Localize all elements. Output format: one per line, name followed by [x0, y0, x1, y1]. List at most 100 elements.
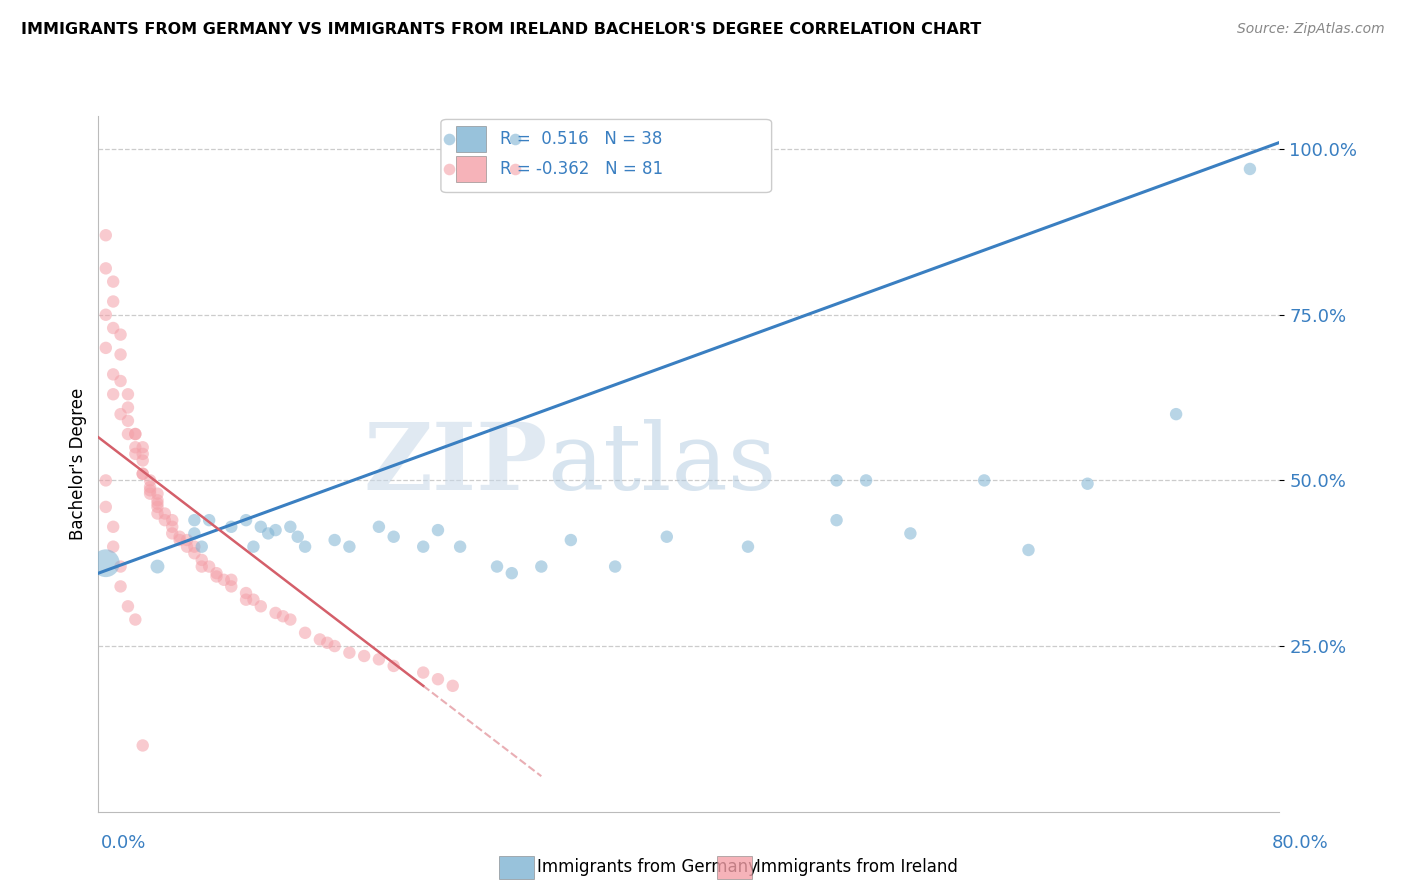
Point [264, 606, 287, 620]
Point [250, 599, 273, 614]
Point [169, 533, 191, 547]
Point [94, 556, 117, 570]
Point [198, 513, 221, 527]
Point [103, 294, 125, 309]
Point [219, 520, 242, 534]
Point [609, 193, 631, 207]
Y-axis label: Bachelor's Degree: Bachelor's Degree [69, 388, 87, 540]
Point [117, 599, 139, 614]
Point [94, 341, 117, 355]
Point [560, 533, 582, 547]
Text: ZIP: ZIP [363, 419, 547, 508]
Point [191, 540, 214, 554]
Point [124, 427, 146, 442]
Point [124, 440, 146, 454]
Point [205, 569, 228, 583]
Point [212, 573, 235, 587]
Point [132, 440, 155, 454]
Point [294, 625, 316, 640]
Point [103, 275, 125, 289]
Point [94, 228, 117, 243]
Point [94, 500, 117, 514]
Point [526, 193, 548, 207]
Text: Source: ZipAtlas.com: Source: ZipAtlas.com [1237, 22, 1385, 37]
Point [191, 553, 214, 567]
Point [323, 639, 346, 653]
Point [132, 453, 155, 467]
Point [382, 659, 405, 673]
Point [183, 546, 205, 560]
Point [183, 513, 205, 527]
Text: IMMIGRANTS FROM GERMANY VS IMMIGRANTS FROM IRELAND BACHELOR'S DEGREE CORRELATION: IMMIGRANTS FROM GERMANY VS IMMIGRANTS FR… [21, 22, 981, 37]
Point [337, 646, 360, 660]
Point [309, 632, 332, 647]
Point [139, 483, 162, 498]
Point [139, 474, 162, 488]
Point [110, 347, 132, 361]
Text: 0.0%: 0.0% [101, 834, 146, 852]
Point [146, 497, 169, 511]
Point [219, 579, 242, 593]
Point [316, 636, 339, 650]
Point [323, 533, 346, 547]
Point [153, 507, 176, 521]
Text: Immigrants from Germany: Immigrants from Germany [537, 858, 758, 876]
Point [176, 540, 198, 554]
Point [337, 540, 360, 554]
Point [183, 540, 205, 554]
Point [973, 474, 995, 488]
Point [1017, 543, 1039, 558]
Point [117, 427, 139, 442]
Text: atlas: atlas [547, 419, 776, 508]
Point [191, 559, 214, 574]
Point [132, 467, 155, 481]
Point [235, 592, 257, 607]
Point [124, 447, 146, 461]
Point [103, 321, 125, 335]
Point [737, 540, 759, 554]
Point [94, 308, 117, 322]
Point [530, 559, 553, 574]
Point [1239, 161, 1261, 176]
Point [146, 500, 169, 514]
Point [427, 523, 450, 537]
Point [124, 613, 146, 627]
Point [219, 573, 242, 587]
Point [110, 327, 132, 342]
Point [198, 559, 221, 574]
Point [235, 513, 257, 527]
Point [139, 486, 162, 500]
Point [124, 427, 146, 442]
Point [427, 672, 450, 686]
Point [103, 368, 125, 382]
Point [278, 520, 302, 534]
Point [264, 523, 287, 537]
Point [368, 520, 391, 534]
Point [110, 407, 132, 421]
Point [176, 533, 198, 547]
Point [132, 739, 155, 753]
Point [486, 559, 509, 574]
Point [146, 559, 169, 574]
Point [103, 387, 125, 401]
FancyBboxPatch shape [441, 120, 772, 193]
Point [257, 526, 280, 541]
Bar [457, 126, 486, 153]
Point [132, 447, 155, 461]
Point [412, 665, 434, 680]
Point [169, 530, 191, 544]
Bar [457, 155, 486, 182]
Point [103, 540, 125, 554]
Point [1164, 407, 1187, 421]
Point [146, 493, 169, 508]
Point [242, 540, 264, 554]
Point [250, 520, 273, 534]
Point [1077, 476, 1099, 491]
Point [242, 592, 264, 607]
Point [117, 387, 139, 401]
Point [117, 414, 139, 428]
Point [235, 586, 257, 600]
Point [162, 526, 183, 541]
Point [132, 467, 155, 481]
Text: R = -0.362   N = 81: R = -0.362 N = 81 [501, 160, 664, 178]
